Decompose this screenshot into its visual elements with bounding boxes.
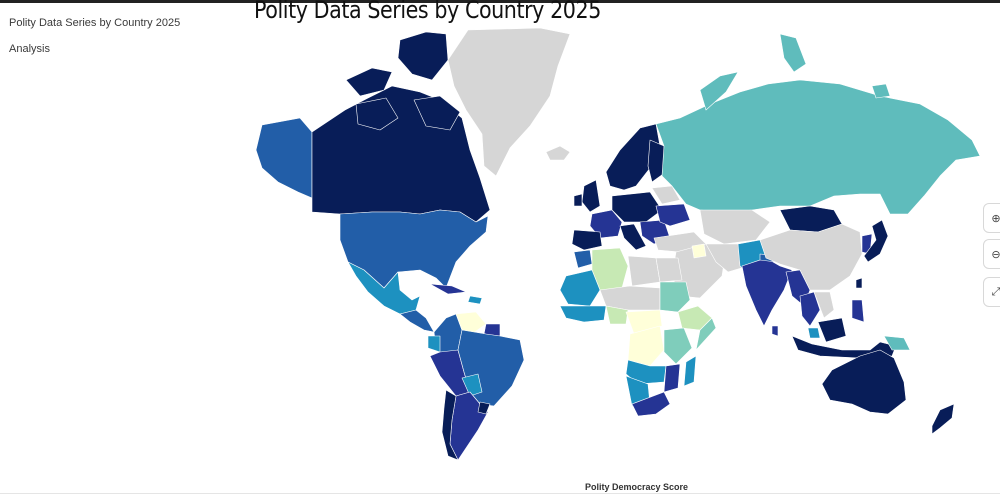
country-italy[interactable] [619, 223, 647, 251]
country-new-zealand[interactable] [931, 403, 955, 435]
country-drc[interactable] [627, 325, 665, 367]
minus-circle-icon: ⊖ [991, 248, 1000, 261]
sidebar-item-report[interactable]: Polity Data Series by Country 2025 [9, 17, 181, 29]
country-spain[interactable] [571, 229, 603, 251]
country-russia-arctic[interactable] [699, 71, 739, 111]
country-sudan[interactable] [659, 281, 691, 313]
country-canada[interactable] [311, 85, 491, 223]
sidebar-item-analysis[interactable]: Analysis [9, 43, 50, 55]
country-bolivia[interactable] [461, 373, 483, 397]
country-sri-lanka[interactable] [771, 325, 779, 337]
country-ecuador[interactable] [427, 335, 441, 353]
country-nigeria[interactable] [605, 305, 629, 325]
country-canada-arctic[interactable] [345, 67, 393, 97]
country-papua-new-guinea[interactable] [883, 335, 911, 351]
country-russia[interactable] [655, 79, 981, 215]
country-china [759, 223, 863, 291]
country-japan[interactable] [863, 219, 889, 263]
country-south-africa[interactable] [631, 391, 671, 417]
country-philippines[interactable] [851, 299, 865, 323]
country-finland[interactable] [647, 139, 667, 183]
country-egypt [655, 257, 683, 283]
country-angola-zambia[interactable] [625, 359, 667, 385]
country-mozambique[interactable] [663, 363, 681, 393]
country-belarus [651, 185, 681, 205]
country-venezuela[interactable] [455, 311, 487, 335]
region-west-africa[interactable] [559, 305, 607, 323]
country-thailand[interactable] [799, 291, 821, 327]
country-uk[interactable] [581, 179, 601, 213]
country-morocco[interactable] [573, 249, 593, 269]
country-indonesia-borneo[interactable] [817, 317, 847, 343]
country-malaysia[interactable] [807, 327, 821, 339]
country-mauritania-mali[interactable] [559, 269, 601, 307]
country-iceland [545, 145, 571, 161]
country-alaska[interactable] [255, 117, 313, 199]
country-vietnam-laos [813, 291, 835, 319]
region-caribbean[interactable] [467, 295, 483, 305]
country-canada-arctic[interactable] [355, 97, 399, 131]
country-russia-arctic[interactable] [779, 33, 807, 73]
country-madagascar[interactable] [683, 355, 697, 387]
legend-title: Polity Democracy Score [585, 482, 689, 492]
region-central-america[interactable] [399, 309, 435, 333]
country-iraq[interactable] [691, 243, 707, 259]
country-canada-arctic[interactable] [397, 31, 449, 81]
plus-circle-icon: ⊕ [991, 212, 1000, 225]
country-ukraine[interactable] [655, 203, 691, 227]
country-russia-arctic[interactable] [871, 83, 891, 99]
country-ireland[interactable] [573, 193, 583, 207]
top-border [0, 0, 1000, 3]
country-chile[interactable] [441, 389, 459, 461]
zoom-out-button[interactable]: ⊖ [983, 239, 1000, 269]
country-mexico[interactable] [347, 261, 421, 315]
fullscreen-button[interactable]: ⤢ [983, 277, 1000, 307]
country-australia[interactable] [821, 349, 907, 415]
country-kenya-tanzania[interactable] [663, 327, 693, 365]
region-caribbean[interactable] [429, 283, 467, 295]
country-libya [627, 255, 661, 287]
sidebar: Polity Data Series by Country 2025 Analy… [0, 10, 240, 62]
country-india[interactable] [741, 257, 793, 327]
country-greenland [447, 27, 571, 177]
country-iran [705, 243, 749, 273]
country-germany-poland[interactable] [611, 191, 663, 223]
expand-icon: ⤢ [991, 285, 1000, 298]
zoom-in-button[interactable]: ⊕ [983, 203, 1000, 233]
map-title: Polity Data Series by Country 2025 [254, 0, 601, 24]
country-somalia[interactable] [695, 317, 717, 351]
country-kazakhstan [699, 209, 771, 245]
country-canada-arctic[interactable] [413, 95, 461, 131]
country-taiwan[interactable] [855, 277, 863, 289]
country-uruguay[interactable] [477, 401, 491, 415]
